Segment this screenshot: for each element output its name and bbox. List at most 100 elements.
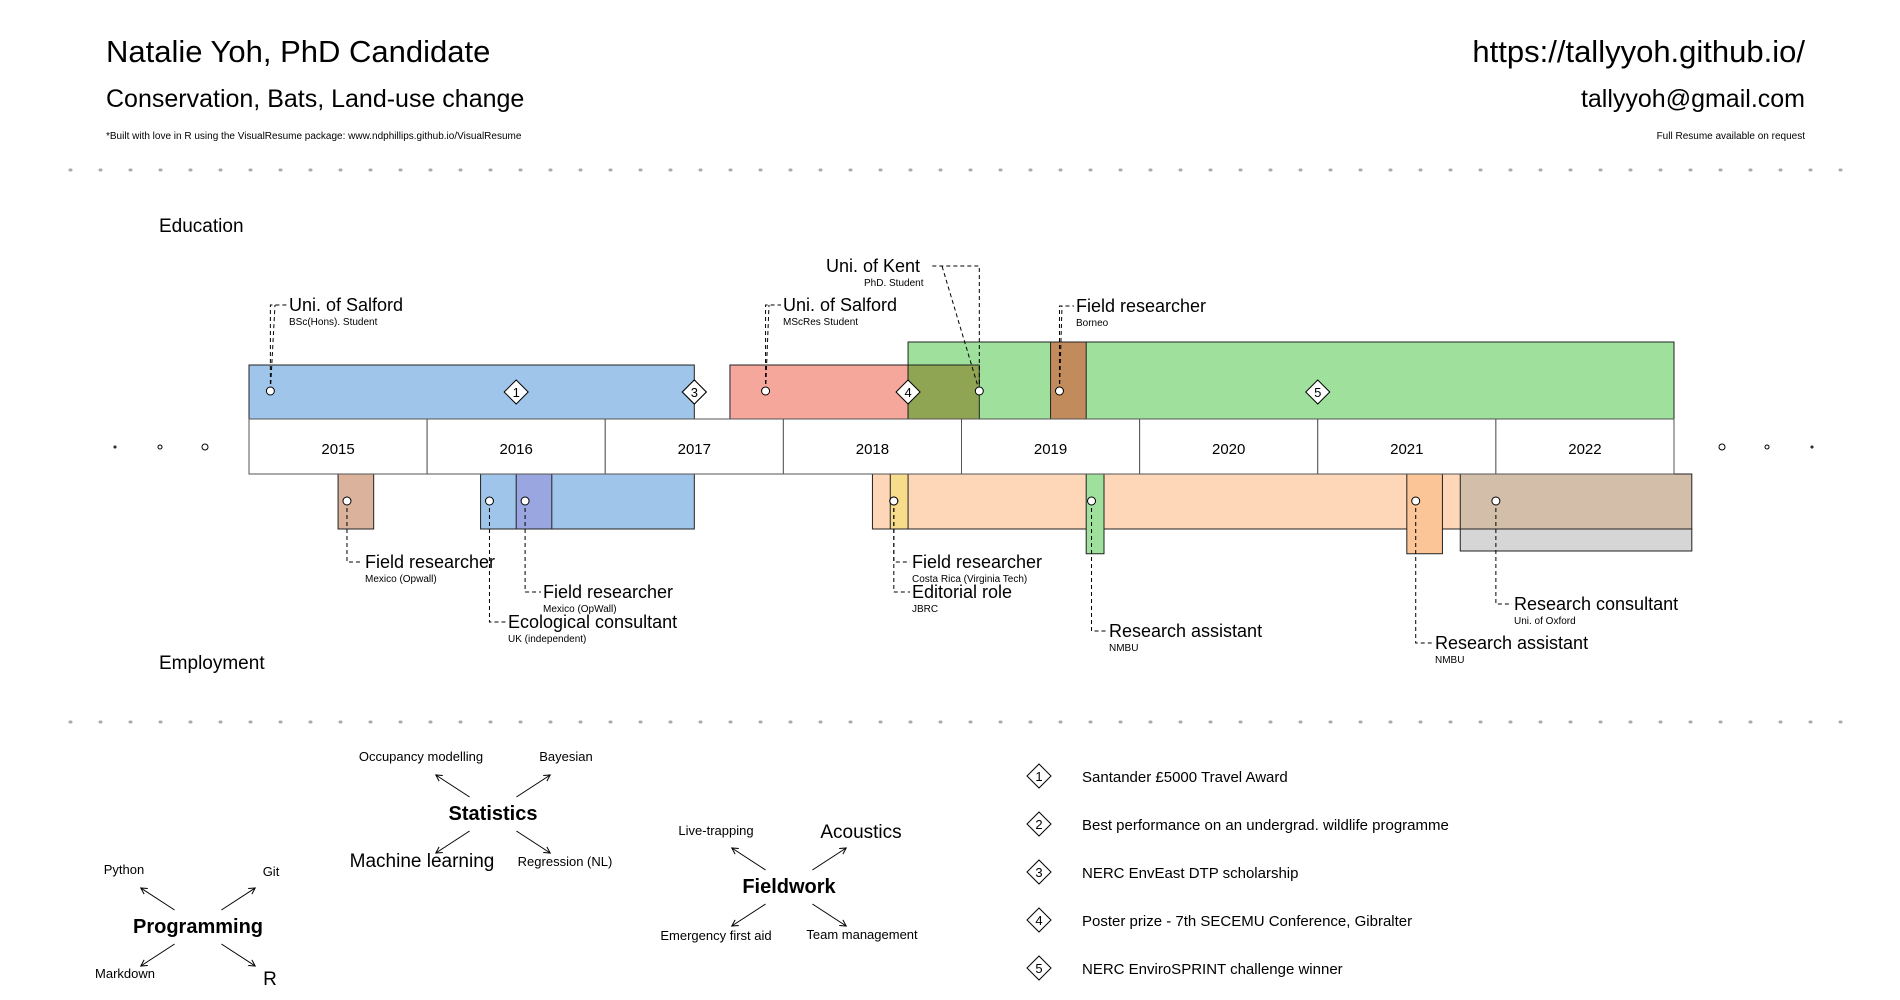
award-text-4: Poster prize - 7th SECEMU Conference, Gi…: [1082, 913, 1412, 930]
education-leader-elbow-4: [1058, 305, 1074, 391]
header-note: *Built with love in R using the VisualRe…: [106, 131, 522, 142]
education-bar-4: [1050, 341, 1087, 420]
employment-title-0: Field researcher: [365, 552, 495, 572]
employment-sub-4: Costa Rica (Virginia Tech): [912, 574, 1027, 585]
employment-marker-5: [1087, 496, 1097, 506]
skill-item-1-1: Bayesian: [539, 749, 592, 764]
award-marker-3-number: 3: [691, 385, 698, 400]
employment-title-5: Research assistant: [1109, 621, 1262, 641]
education-marker-2: [974, 386, 984, 396]
year-cell-2022: [1495, 418, 1675, 475]
skill-arrowhead-0-1: [248, 887, 257, 895]
employment-sub-5: NMBU: [1109, 643, 1138, 654]
employment-bar-5: [1085, 473, 1105, 555]
education-bar-0: [248, 364, 695, 420]
year-cell-2018: [782, 418, 962, 475]
header-resume-note: Full Resume available on request: [1656, 131, 1805, 142]
award-legend-5-shape: [1026, 955, 1052, 981]
employment-leader-4: [893, 501, 910, 563]
award-legend-3-number: 3: [1035, 865, 1042, 880]
skill-arrow-2-2: [731, 903, 766, 927]
year-label-2019: 2019: [1034, 441, 1067, 458]
employment-bar-1: [480, 473, 695, 530]
education-sub-4: Borneo: [1076, 318, 1109, 329]
award-marker-5-shape: [1305, 379, 1331, 405]
education-title-0: Uni. of Salford: [289, 295, 403, 315]
employment-leader-6: [1415, 501, 1433, 644]
skill-arrow-2-1: [812, 847, 847, 871]
year-label-2016: 2016: [500, 441, 533, 458]
skill-group-0: Programming: [133, 916, 263, 938]
award-legend-1-number: 1: [1035, 769, 1042, 784]
employment-leader-7: [1495, 501, 1512, 605]
education-bar-1: [729, 364, 909, 420]
education-bar-2: [907, 341, 1675, 420]
education-marker-4: [1054, 386, 1064, 396]
skill-item-1-3: Regression (NL): [518, 854, 613, 869]
education-sub-2: PhD. Student: [864, 278, 924, 289]
header-email[interactable]: tallyyoh@gmail.com: [1580, 85, 1805, 113]
award-text-5: NERC EnviroSPRINT challenge winner: [1082, 961, 1343, 978]
skill-group-1: Statistics: [449, 803, 538, 825]
education-leader-1: [765, 304, 770, 392]
skill-item-0-0: Python: [104, 862, 144, 877]
employment-marker-1: [484, 496, 494, 506]
award-marker-4-shape: [895, 379, 921, 405]
skill-arrowhead-0-2: [139, 959, 148, 967]
employment-leader-0: [346, 501, 363, 563]
employment-sub-1: UK (independent): [508, 634, 586, 645]
year-cell-2021: [1317, 418, 1497, 475]
skill-item-2-0: Live-trapping: [678, 823, 753, 838]
skill-arrow-0-1: [221, 887, 256, 911]
award-legend-4-number: 4: [1035, 913, 1042, 928]
employment-bar-overlay: [1459, 528, 1693, 552]
skill-arrow-0-0: [140, 887, 175, 911]
axis-end-dot-3: [1718, 443, 1726, 451]
education-marker-0: [265, 386, 275, 396]
award-text-3: NERC EnvEast DTP scholarship: [1082, 865, 1298, 882]
award-text-2: Best performance on an undergrad. wildli…: [1082, 817, 1449, 834]
year-label-2015: 2015: [321, 441, 354, 458]
skill-arrow-1-0: [435, 774, 470, 798]
skill-arrow-1-3: [516, 830, 551, 854]
award-marker-5-number: 5: [1314, 385, 1321, 400]
skill-arrowhead-2-1: [839, 847, 848, 855]
employment-title-6: Research assistant: [1435, 633, 1588, 653]
skill-item-0-3: R: [263, 969, 277, 990]
year-label-2021: 2021: [1390, 441, 1423, 458]
header-name: Natalie Yoh, PhD Candidate: [106, 34, 491, 69]
award-marker-1-shape: [503, 379, 529, 405]
employment-marker-4: [889, 496, 899, 506]
skill-item-0-1: Git: [263, 864, 280, 879]
year-cell-2017: [604, 418, 784, 475]
employment-title-1: Ecological consultant: [508, 612, 677, 632]
education-sub-1: MScRes Student: [783, 317, 858, 328]
skill-arrow-0-2: [140, 943, 175, 967]
axis-end-dot-5: [1810, 445, 1814, 449]
skill-item-2-3: Team management: [806, 927, 918, 942]
skill-arrowhead-2-0: [730, 847, 739, 855]
award-legend-2-number: 2: [1035, 817, 1042, 832]
skill-arrowhead-1-2: [434, 846, 443, 854]
education-section-label: Education: [159, 216, 244, 237]
employment-marker-7: [1491, 496, 1501, 506]
skill-arrowhead-1-3: [543, 846, 552, 854]
employment-section-label: Employment: [159, 653, 265, 674]
skill-arrowhead-0-3: [248, 959, 257, 967]
award-text-1: Santander £5000 Travel Award: [1082, 769, 1288, 786]
skill-arrowhead-1-1: [543, 774, 552, 782]
skill-arrow-1-2: [435, 830, 470, 854]
employment-leader-5: [1091, 501, 1107, 632]
employment-sub-2: Mexico (OpWall): [543, 604, 617, 615]
award-legend-1-shape: [1026, 763, 1052, 789]
employment-sub-3: JBRC: [912, 604, 938, 615]
award-marker-3-shape: [681, 379, 708, 405]
education-title-1: Uni. of Salford: [783, 295, 897, 315]
education-title-4: Field researcher: [1076, 296, 1206, 316]
skill-arrowhead-0-0: [139, 887, 148, 895]
header-url[interactable]: https://tallyyoh.github.io/: [1472, 34, 1805, 69]
award-legend-3-shape: [1026, 859, 1052, 885]
skill-item-2-2: Emergency first aid: [660, 928, 771, 943]
skill-arrow-1-1: [516, 774, 551, 798]
